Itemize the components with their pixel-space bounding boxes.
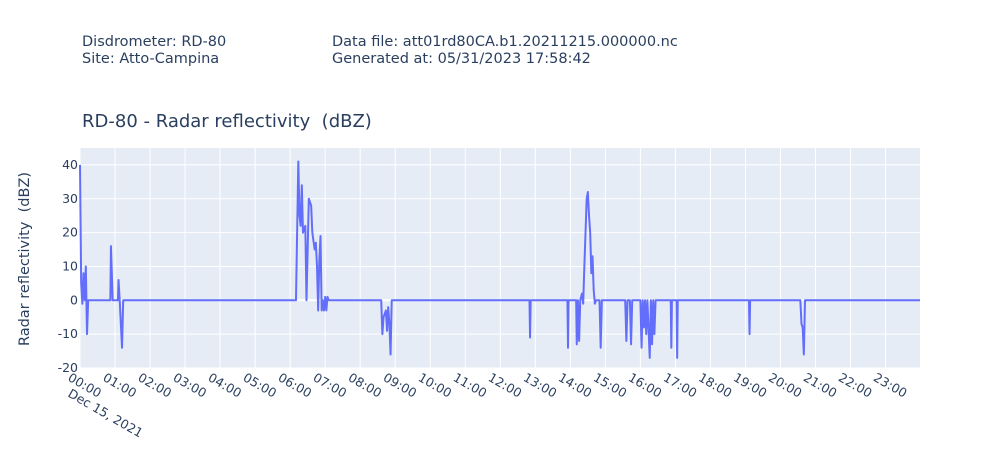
- y-tick-label: 30: [62, 191, 78, 206]
- x-tick-label: 11:00: [451, 370, 490, 401]
- x-tick-label: 20:00: [766, 370, 805, 401]
- x-tick-label: 10:00: [416, 370, 455, 401]
- header-site: Site: Atto-Campina: [82, 51, 219, 67]
- data-line: [79, 160, 920, 359]
- x-tick-label: 14:00: [556, 370, 595, 401]
- header-data-file: Data file: att01rd80CA.b1.20211215.00000…: [332, 34, 678, 50]
- x-tick-label: 03:00: [171, 370, 210, 401]
- x-tick-label: 02:00: [136, 370, 175, 401]
- x-tick-label: 08:00: [346, 370, 385, 401]
- x-tick-label: 16:00: [626, 370, 665, 401]
- y-axis-label: Radar reflectivity (dBZ): [17, 172, 33, 346]
- y-tick-label: -10: [58, 326, 78, 341]
- x-tick-label: 09:00: [381, 370, 420, 401]
- x-tick-label: 15:00: [591, 370, 630, 401]
- x-tick-label: 17:00: [661, 370, 700, 401]
- y-tick-label: -20: [58, 360, 78, 375]
- x-tick-label: 22:00: [836, 370, 875, 401]
- y-tick-label: 20: [62, 225, 78, 240]
- x-tick-label: 19:00: [731, 370, 770, 401]
- x-tick-label: 12:00: [486, 370, 525, 401]
- x-tick-label: 01:00: [101, 370, 140, 401]
- header-generated: Generated at: 05/31/2023 17:58:42: [332, 51, 591, 67]
- y-tick-label: 40: [62, 157, 78, 172]
- header-disdrometer: Disdrometer: RD-80: [82, 34, 226, 50]
- x-tick-label: 21:00: [801, 370, 840, 401]
- y-tick-label: 10: [62, 258, 78, 273]
- x-tick-label: 07:00: [311, 370, 350, 401]
- x-tick-label: 23:00: [871, 370, 910, 401]
- x-tick-label: 06:00: [276, 370, 315, 401]
- x-tick-label: 05:00: [241, 370, 280, 401]
- x-tick-label: 04:00: [206, 370, 245, 401]
- x-tick-label: 18:00: [696, 370, 735, 401]
- x-tick-label: 13:00: [521, 370, 560, 401]
- chart-title: RD-80 - Radar reflectivity (dBZ): [82, 111, 372, 132]
- y-tick-label: 0: [70, 292, 78, 307]
